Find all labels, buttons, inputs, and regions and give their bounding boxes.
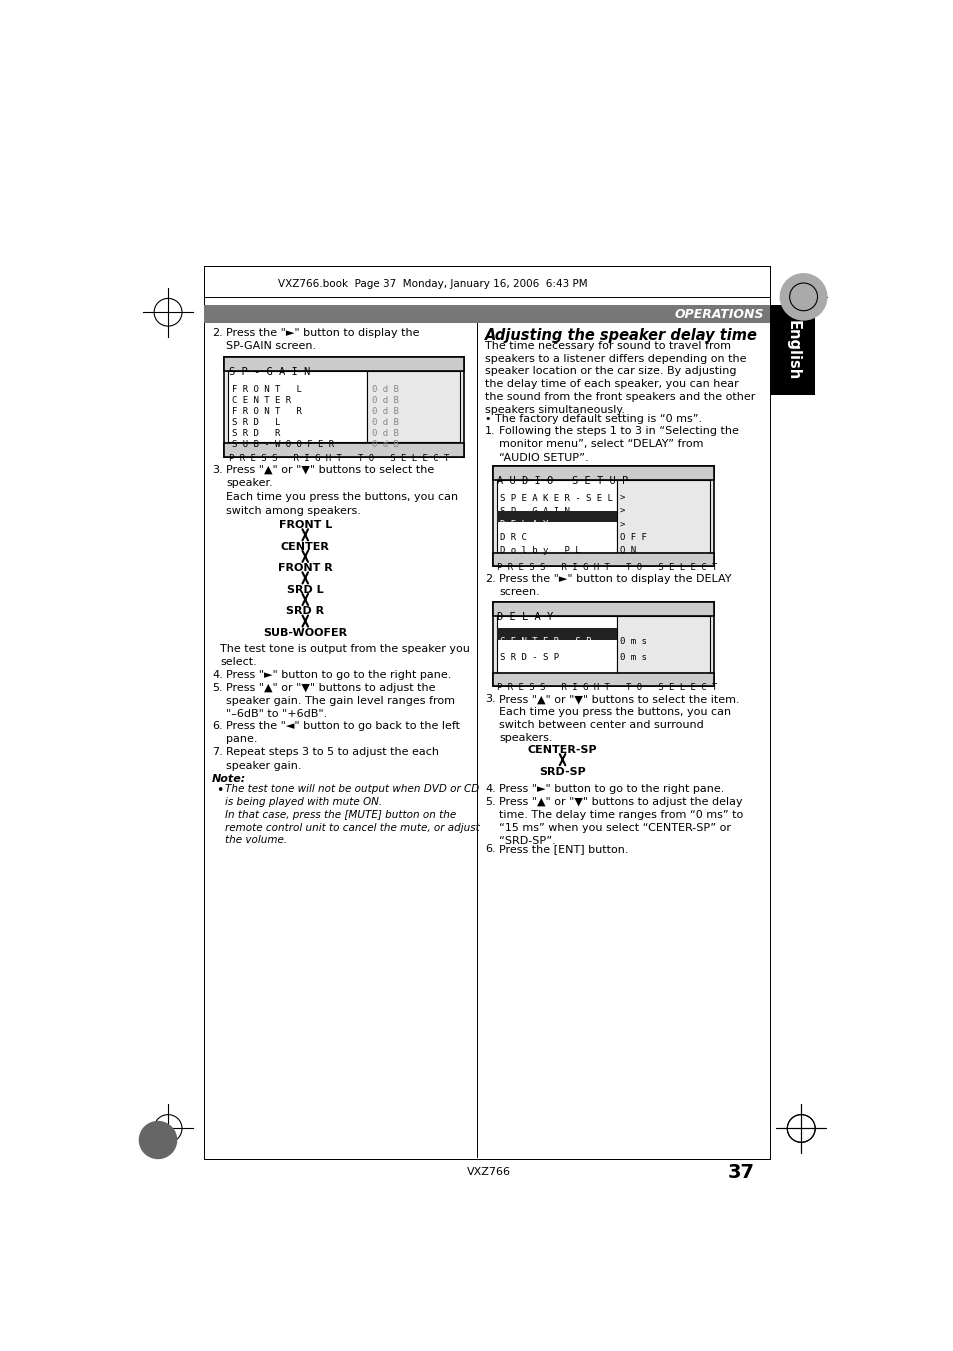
Text: CENTER: CENTER [280,542,330,551]
Text: S P E A K E R - S E L: S P E A K E R - S E L [499,494,612,503]
Text: A U D I O   S E T U P: A U D I O S E T U P [497,477,628,486]
Text: FRONT L: FRONT L [278,520,332,530]
Bar [224,357,464,457]
Text: English: English [784,320,800,380]
Text: SRD-SP: SRD-SP [538,766,585,777]
Text: Press the [ENT] button.: Press the [ENT] button. [498,844,628,854]
Text: The test tone is output from the speaker you
select.: The test tone is output from the speaker… [220,644,470,667]
Text: • The factory default setting is “0 ms”.: • The factory default setting is “0 ms”. [484,413,701,424]
Text: D E L A Y: D E L A Y [497,612,553,621]
Text: S U B - W O O F E R: S U B - W O O F E R [233,440,335,450]
Text: 0 d B: 0 d B [372,419,398,427]
Text: 0 d B: 0 d B [372,440,398,450]
Text: P R E S S   R I G H T   T O   S E L E C T: P R E S S R I G H T T O S E L E C T [497,562,717,571]
Text: The test tone will not be output when DVD or CD
is being played with mute ON.
In: The test tone will not be output when DV… [224,785,479,846]
Text: 2.: 2. [212,328,223,338]
Text: 2.: 2. [484,574,496,584]
Text: 4.: 4. [212,670,223,681]
Text: Press the "►" button to display the
SP-GAIN screen.: Press the "►" button to display the SP-G… [226,328,419,351]
Text: VXZ766: VXZ766 [466,1167,511,1177]
Text: 37: 37 [727,1163,754,1182]
Bar [367,370,459,442]
Text: D E L A Y: D E L A Y [499,520,548,530]
Text: >: > [619,494,624,503]
Text: Repeat steps 3 to 5 to adjust the each
speaker gain.: Repeat steps 3 to 5 to adjust the each s… [226,747,438,770]
Text: Press "►" button to go to the right pane.: Press "►" button to go to the right pane… [498,785,723,794]
Bar [493,466,713,566]
Bar [493,466,713,480]
Text: •: • [216,785,223,797]
Bar [228,370,367,442]
Text: Each time you press the buttons, you can
switch between center and surround
spea: Each time you press the buttons, you can… [498,707,730,743]
Text: FRONT R: FRONT R [277,563,333,573]
Text: D o l b y   P L: D o l b y P L [499,546,579,555]
Bar [224,357,464,370]
Text: C E N T E R - S P: C E N T E R - S P [499,638,591,646]
Text: Press "►" button to go to the right pane.: Press "►" button to go to the right pane… [226,670,451,681]
Text: The time necessary for sound to travel from
speakers to a listener differs depen: The time necessary for sound to travel f… [484,340,755,415]
Text: F R O N T   L: F R O N T L [233,385,302,393]
Text: Press the "►" button to display the DELAY
screen.: Press the "►" button to display the DELA… [498,574,731,597]
Text: Following the steps 1 to 3 in “Selecting the
monitor menu”, select “DELAY” from
: Following the steps 1 to 3 in “Selecting… [498,426,739,462]
Text: P R E S S   R I G H T   T O   S E L E C T: P R E S S R I G H T T O S E L E C T [229,454,449,463]
Text: O N: O N [619,546,636,555]
Bar [617,480,709,553]
Text: VXZ766.book  Page 37  Monday, January 16, 2006  6:43 PM: VXZ766.book Page 37 Monday, January 16, … [278,280,587,289]
Text: P R E S S   R I G H T   T O   S E L E C T: P R E S S R I G H T T O S E L E C T [497,682,717,692]
Text: 0 d B: 0 d B [372,407,398,416]
Text: 3.: 3. [484,694,496,704]
Bar [493,553,713,566]
Text: S P - G A I N: S P - G A I N [499,507,569,516]
Text: CENTER-SP: CENTER-SP [527,744,597,755]
Text: F R O N T   R: F R O N T R [233,407,302,416]
Text: Press the "◄" button to go back to the left
pane.: Press the "◄" button to go back to the l… [226,721,459,744]
Text: 5.: 5. [484,797,496,807]
Text: Press "▲" or "▼" buttons to adjust the delay
time. The delay time ranges from “0: Press "▲" or "▼" buttons to adjust the d… [498,797,742,846]
Text: >: > [619,520,624,530]
Text: O F F: O F F [619,534,646,542]
Text: C E N T E R: C E N T E R [233,396,292,405]
Bar [493,601,713,616]
Bar [769,304,815,396]
Bar [617,616,709,673]
Bar [497,511,617,523]
Text: Press "▲" or "▼" buttons to select the
speaker.: Press "▲" or "▼" buttons to select the s… [226,465,434,488]
Circle shape [780,274,826,320]
Text: OPERATIONS: OPERATIONS [674,308,763,322]
Text: 0 m s: 0 m s [619,638,646,646]
Text: S R D   L: S R D L [233,419,280,427]
Text: S R D   R: S R D R [233,430,280,438]
Text: 0 m s: 0 m s [619,653,646,662]
Text: Each time you press the buttons, you can
switch among speakers.: Each time you press the buttons, you can… [226,493,457,516]
Text: D R C: D R C [499,534,526,542]
Text: Adjusting the speaker delay time: Adjusting the speaker delay time [484,328,757,343]
Text: 0 d B: 0 d B [372,430,398,438]
Bar [497,628,617,639]
Text: SUB-WOOFER: SUB-WOOFER [263,628,347,638]
Bar [204,304,769,323]
Text: S P - G A I N: S P - G A I N [229,367,310,377]
Text: 3.: 3. [212,465,223,474]
Text: S R D - S P: S R D - S P [499,653,558,662]
Text: Press "▲" or "▼" buttons to adjust the
speaker gain. The gain level ranges from
: Press "▲" or "▼" buttons to adjust the s… [226,682,455,719]
Bar [224,443,464,457]
Text: SRD R: SRD R [286,607,324,616]
Bar [497,480,617,553]
Text: >: > [619,507,624,516]
Circle shape [139,1121,176,1159]
Text: 0 d B: 0 d B [372,396,398,405]
Text: 0 d B: 0 d B [372,385,398,393]
Text: 4.: 4. [484,785,496,794]
Text: 6.: 6. [212,721,223,731]
Text: 7.: 7. [212,747,223,758]
Bar [497,616,617,673]
Text: 6.: 6. [484,844,496,854]
Bar [493,601,713,686]
Text: 5.: 5. [212,682,223,693]
Text: Note:: Note: [212,774,246,784]
Text: SRD L: SRD L [287,585,323,594]
Bar [493,673,713,686]
Text: Press "▲" or "▼" buttons to select the item.: Press "▲" or "▼" buttons to select the i… [498,694,739,704]
Text: 1.: 1. [484,426,496,436]
